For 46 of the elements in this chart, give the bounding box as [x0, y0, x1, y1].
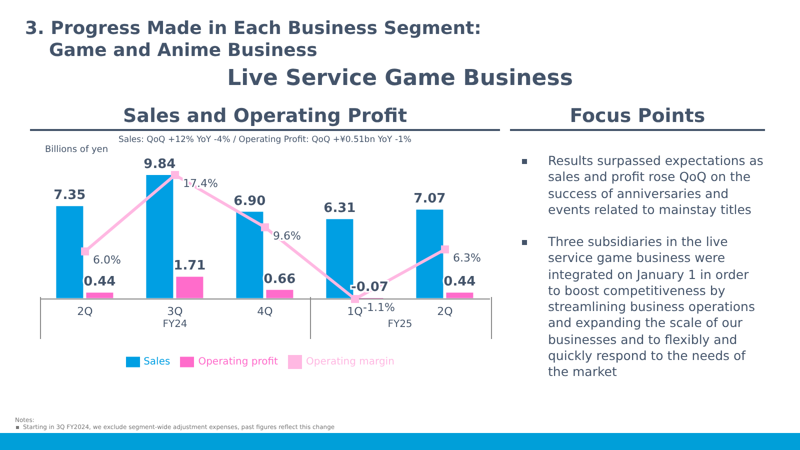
x-tick-label: 3Q: [167, 304, 184, 318]
chart-subtitle: Sales: QoQ +12% YoY -4% / Operating Profit: QoQ +¥0.51bn YoY -1%: [117, 135, 413, 145]
text: Live Service Game Business: [226, 66, 574, 91]
data-label: 6.90: [234, 194, 266, 209]
bar: [176, 276, 204, 298]
bar: [266, 290, 294, 298]
legend-label: Operating profit: [198, 356, 278, 368]
data-label: 1.71: [174, 258, 206, 274]
x-tick-label: 2Q: [77, 304, 94, 318]
data-label: 0.44: [444, 274, 476, 290]
y-axis-title: Billions of yen: [45, 145, 110, 155]
x-tick-label: 1Q: [347, 304, 364, 318]
text: FY24: [162, 319, 188, 330]
data-label: 7.35: [54, 188, 86, 204]
chart-title: Sales and Operating Profit: [30, 105, 500, 131]
data-label: 7.07: [414, 192, 446, 207]
data-label: 6.31: [324, 201, 356, 216]
text: FY25: [386, 319, 414, 330]
x-tick-label: 4Q: [257, 304, 274, 318]
bar: [146, 175, 174, 298]
point: [261, 223, 269, 232]
bar: [236, 212, 264, 298]
text: Results surpassed expectations as sales and profit rose QoQ on the success of anniversaries and events related to mainstay titles: [547, 153, 764, 218]
point: [171, 171, 179, 179]
text: 3. Progress Made in Each Business Segment: Game and Anime Business: [25, 18, 482, 62]
data-label: 6.3%: [453, 251, 481, 264]
text: Three subsidiaries in the live service game business were integrated on January 1 in order to boost competitiveness by streamlining business operations and expanding the scale of our businesses and to flexibly and quickly respond to the needs of the market: [548, 234, 755, 379]
data-label: 9.6%: [273, 229, 301, 242]
point: [351, 295, 359, 303]
data-label: 17.4%: [183, 177, 218, 190]
data-label: 0.44: [84, 274, 116, 290]
data-label: 6.0%: [93, 253, 121, 266]
legend-label: Operating margin: [306, 356, 394, 368]
point: [81, 247, 89, 256]
bar: [416, 210, 444, 298]
bar: [326, 219, 354, 298]
bar: [446, 292, 474, 298]
x-tick-label: 2Q: [437, 304, 454, 318]
bar: [56, 206, 84, 298]
text: Focus Points: [510, 105, 765, 131]
legend-label: Sales: [144, 356, 170, 368]
data-label: 0.66: [264, 272, 296, 287]
data-label: 9.84: [144, 157, 176, 172]
data-label: -1.1%: [363, 301, 395, 314]
bar: [86, 292, 114, 298]
point: [441, 245, 449, 254]
